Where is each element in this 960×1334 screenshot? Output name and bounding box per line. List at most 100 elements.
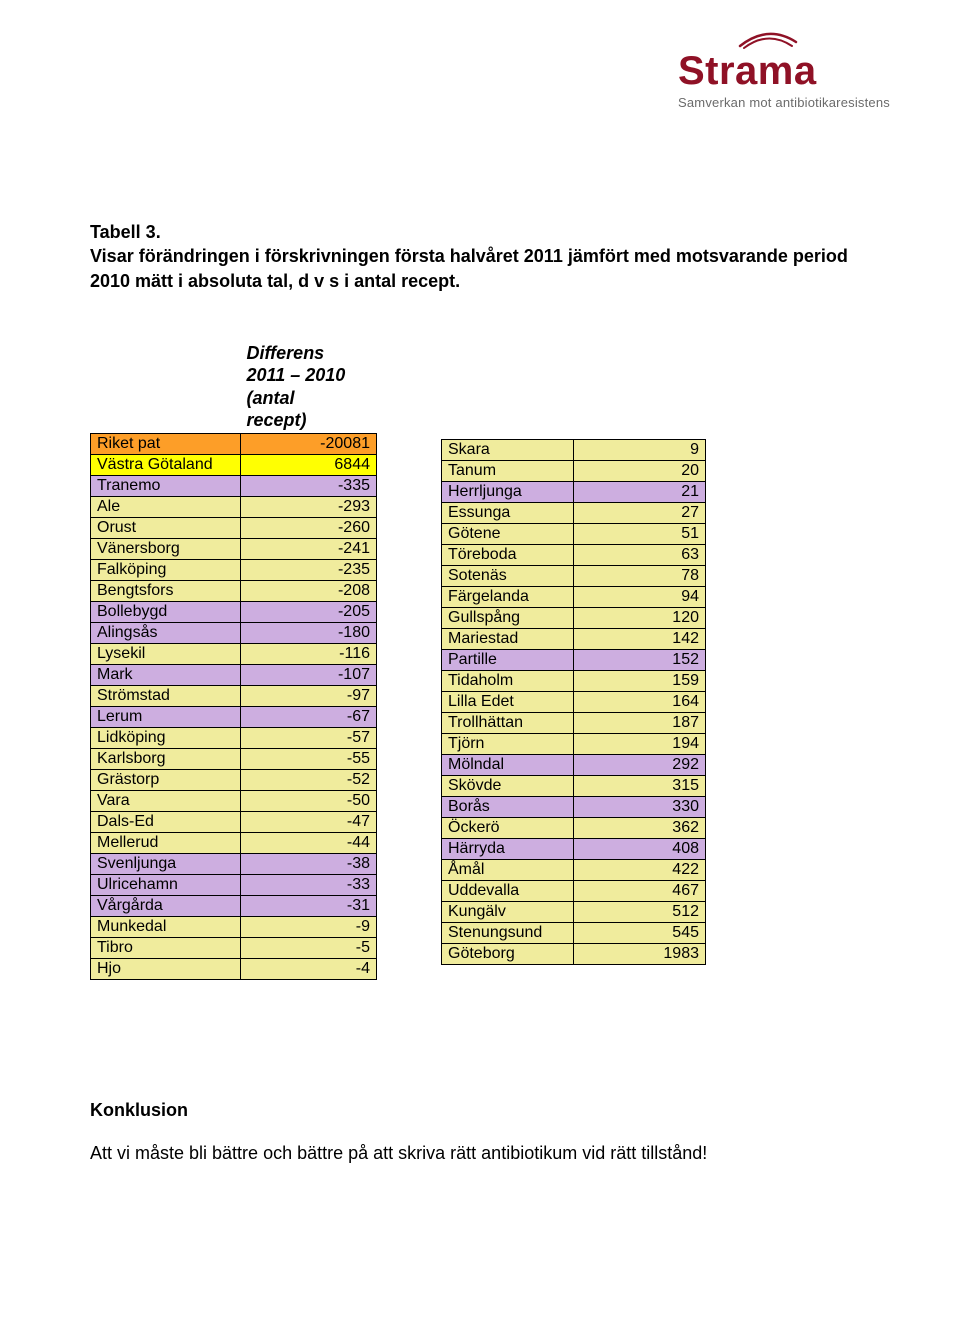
cell-value: 63 [574,544,706,565]
table-row: Åmål422 [442,859,706,880]
cell-name: Svenljunga [91,853,241,874]
cell-value: 142 [574,628,706,649]
cell-value: -31 [241,895,377,916]
table-row: Töreboda63 [442,544,706,565]
cell-value: -335 [241,475,377,496]
table-row: Mariestad142 [442,628,706,649]
cell-value: -180 [241,622,377,643]
table-row: Skara9 [442,439,706,460]
cell-name: Härryda [442,838,574,859]
cell-name: Karlsborg [91,748,241,769]
cell-value: -208 [241,580,377,601]
cell-name: Gullspång [442,607,574,628]
cell-value: -5 [241,937,377,958]
cell-name: Kungälv [442,901,574,922]
cell-value: -205 [241,601,377,622]
cell-name: Öckerö [442,817,574,838]
table-row: Falköping-235 [91,559,377,580]
table-row: Sotenäs78 [442,565,706,586]
cell-name: Tjörn [442,733,574,754]
cell-value: -50 [241,790,377,811]
cell-value: 292 [574,754,706,775]
table-row: Tranemo-335 [91,475,377,496]
cell-name: Mellerud [91,832,241,853]
table-row: Strömstad-97 [91,685,377,706]
table-row: Öckerö362 [442,817,706,838]
cell-name: Färgelanda [442,586,574,607]
right-table-wrap: Skara9Tanum20Herrljunga21Essunga27Götene… [441,439,706,965]
cell-name: Hjo [91,958,241,979]
table-row: Lilla Edet164 [442,691,706,712]
cell-value: 94 [574,586,706,607]
cell-value: -260 [241,517,377,538]
table-row: Bengtsfors-208 [91,580,377,601]
cell-name: Skövde [442,775,574,796]
table-row: Vårgårda-31 [91,895,377,916]
table-row: Mark-107 [91,664,377,685]
cell-value: 159 [574,670,706,691]
table-row: Kungälv512 [442,901,706,922]
table-header-row: Differens2011 – 2010(antalrecept) [91,341,377,434]
cell-name: Strömstad [91,685,241,706]
table-row: Munkedal-9 [91,916,377,937]
cell-name: Töreboda [442,544,574,565]
cell-name: Mark [91,664,241,685]
table-row: Karlsborg-55 [91,748,377,769]
cell-value: 6844 [241,454,377,475]
cell-name: Ulricehamn [91,874,241,895]
cell-name: Essunga [442,502,574,523]
table-row: Skövde315 [442,775,706,796]
cell-name: Göteborg [442,943,574,964]
table-row: Herrljunga21 [442,481,706,502]
cell-value: 27 [574,502,706,523]
cell-name: Tibro [91,937,241,958]
cell-name: Falköping [91,559,241,580]
cell-value: -57 [241,727,377,748]
table-row: Ulricehamn-33 [91,874,377,895]
cell-name: Alingsås [91,622,241,643]
conclusion: Konklusion Att vi måste bli bättre och b… [90,1100,870,1164]
cell-value: 467 [574,880,706,901]
cell-value: -107 [241,664,377,685]
cell-value: 152 [574,649,706,670]
table-row: Vara-50 [91,790,377,811]
table-row: Orust-260 [91,517,377,538]
table-row: Lysekil-116 [91,643,377,664]
cell-value: 194 [574,733,706,754]
cell-value: -47 [241,811,377,832]
cell-value: -97 [241,685,377,706]
logo-tagline: Samverkan mot antibiotikaresistens [678,95,890,110]
cell-name: Götene [442,523,574,544]
logo-word: Strama [678,51,890,91]
cell-name: Bengtsfors [91,580,241,601]
table-row: Gullspång120 [442,607,706,628]
table-row: Tidaholm159 [442,670,706,691]
table-row: Riket pat-20081 [91,433,377,454]
cell-name: Sotenäs [442,565,574,586]
cell-value: 78 [574,565,706,586]
cell-name: Tranemo [91,475,241,496]
table-row: Hjo-4 [91,958,377,979]
table-row: Västra Götaland6844 [91,454,377,475]
cell-name: Trollhättan [442,712,574,733]
table-row: Tjörn194 [442,733,706,754]
cell-value: -116 [241,643,377,664]
table-row: Vänersborg-241 [91,538,377,559]
cell-name: Stenungsund [442,922,574,943]
cell-value: 315 [574,775,706,796]
cell-value: 512 [574,901,706,922]
cell-value: 330 [574,796,706,817]
cell-value: -52 [241,769,377,790]
cell-value: -33 [241,874,377,895]
cell-name: Åmål [442,859,574,880]
cell-value: -55 [241,748,377,769]
cell-name: Skara [442,439,574,460]
cell-name: Grästorp [91,769,241,790]
cell-name: Vårgårda [91,895,241,916]
cell-value: 51 [574,523,706,544]
cell-value: 21 [574,481,706,502]
table-row: Stenungsund545 [442,922,706,943]
cell-name: Lilla Edet [442,691,574,712]
cell-name: Vara [91,790,241,811]
page: Strama Samverkan mot antibiotikaresisten… [0,0,960,1334]
